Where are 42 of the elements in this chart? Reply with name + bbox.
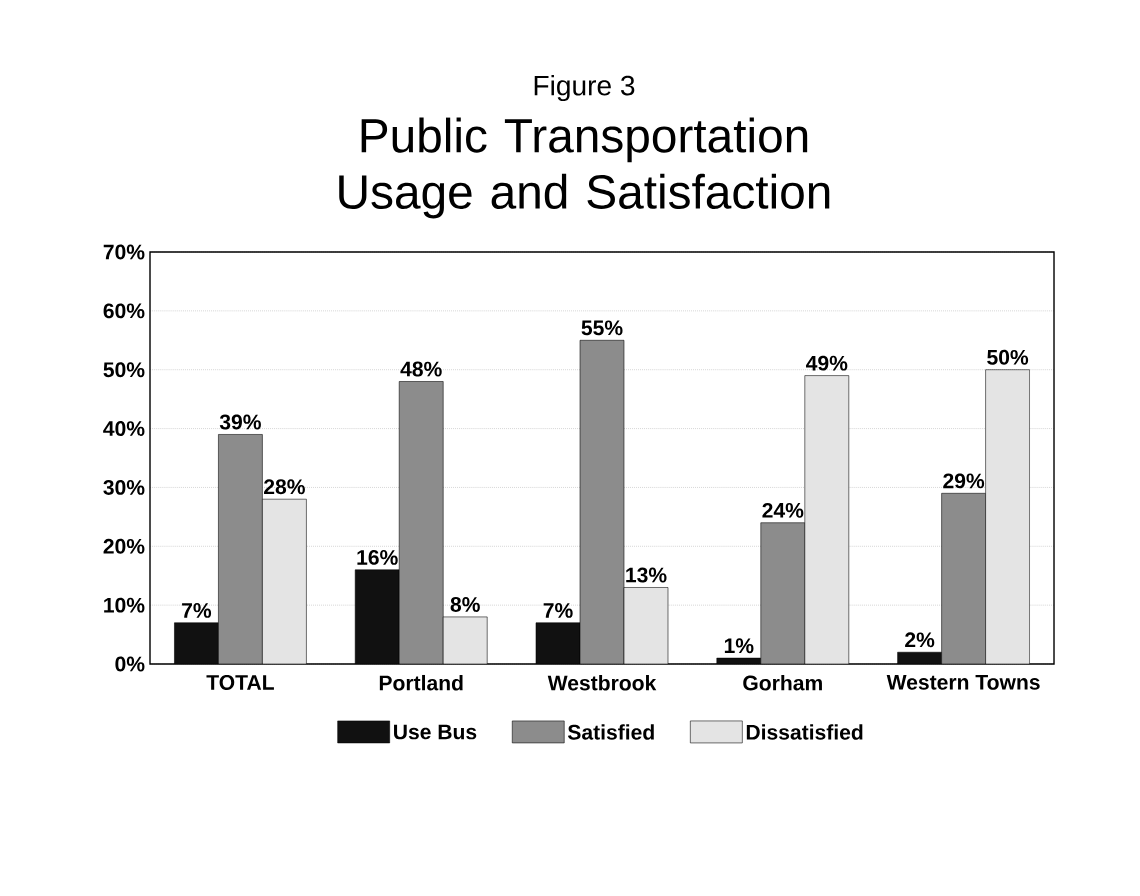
bar [985, 369, 1030, 664]
x-tick-label: Portland [379, 674, 463, 691]
data-label: 28% [264, 479, 305, 495]
data-label: 39% [219, 414, 261, 430]
legend-label: Dissatisfied [746, 724, 863, 740]
data-label: 29% [943, 473, 985, 489]
y-tick-label: 0% [115, 656, 145, 672]
y-tick-label: 70% [103, 244, 145, 260]
data-label: 2% [905, 632, 935, 648]
bar [941, 493, 986, 664]
data-label: 8% [450, 597, 480, 612]
y-tick-label: 20% [103, 538, 145, 554]
data-label: 50% [987, 349, 1029, 365]
data-label: 24% [762, 502, 804, 518]
data-label: 1% [724, 638, 754, 654]
data-label: 7% [543, 603, 573, 618]
bar [623, 587, 669, 664]
bar [442, 616, 488, 664]
y-tick-label: 30% [103, 479, 145, 495]
data-label: 48% [400, 361, 442, 377]
y-tick-label: 50% [103, 362, 145, 378]
y-tick-label: 40% [103, 421, 145, 437]
y-tick-label: 10% [104, 597, 145, 613]
chart-title: Figure 3 [534, 74, 635, 102]
x-tick-label: Westbrook [547, 674, 657, 691]
bar [262, 498, 307, 664]
chart-subtitle: Public Transportation Usage and Satisfaction [339, 117, 830, 219]
bar [760, 522, 806, 664]
x-tick-label: Gorham [743, 674, 822, 691]
data-label: 16% [357, 549, 398, 565]
x-tick-label: Western Towns [886, 674, 1040, 690]
bar [218, 434, 263, 664]
bar [579, 340, 625, 664]
legend-label: Use Bus [394, 724, 477, 740]
data-label: 13% [626, 567, 667, 583]
data-label: 55% [581, 320, 623, 336]
bar [804, 375, 850, 664]
data-label: 49% [806, 355, 848, 371]
y-tick-label: 60% [103, 303, 145, 319]
x-tick-label: TOTAL [206, 674, 274, 690]
legend-label: Satisfied [567, 724, 654, 740]
data-label: 7% [182, 603, 212, 618]
